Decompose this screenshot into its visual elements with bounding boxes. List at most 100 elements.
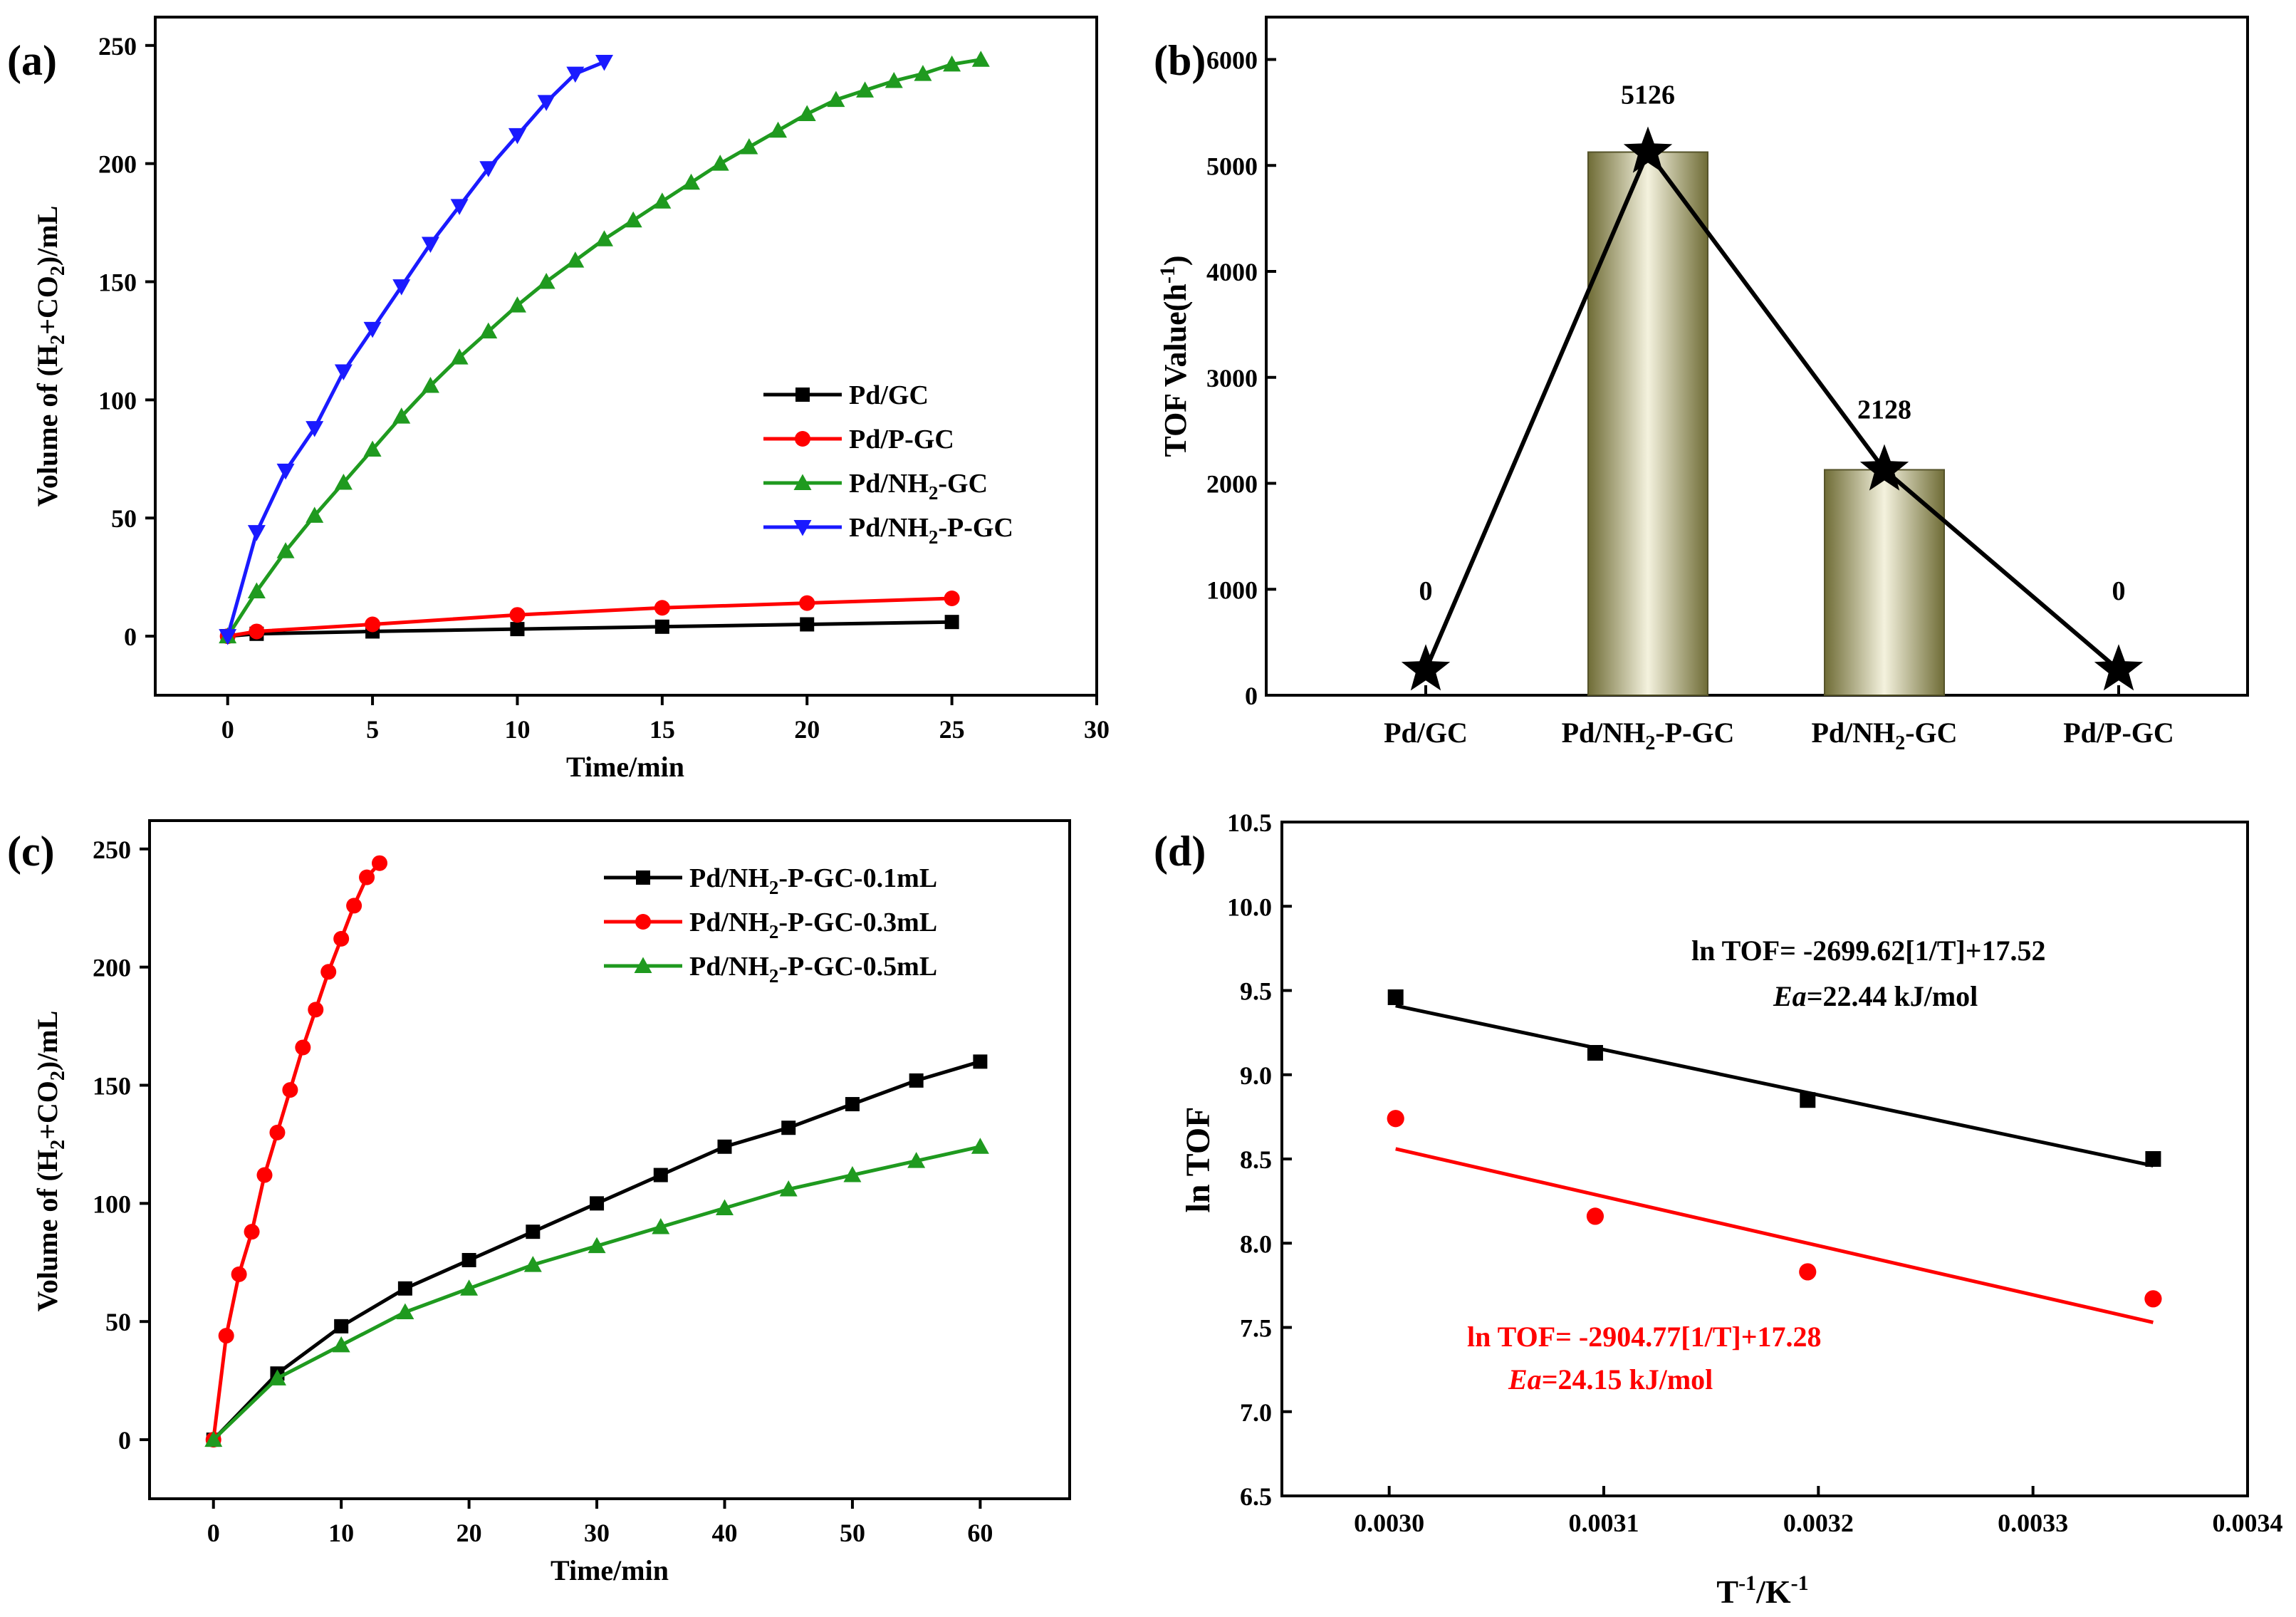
data-point-Pd/NH2-P-GC-0.5mL	[907, 1152, 926, 1168]
data-point-Pd/NH2-GC	[566, 251, 585, 268]
legend-label-Pd/NH2-P-GC-0.1mL-sub: 2	[769, 877, 779, 898]
data-point-Pd/NH2-P-GC-0.1mL	[397, 1281, 412, 1296]
bar-Pd/NH2-P-GC	[1587, 151, 1708, 696]
data-point-Pd/NH2-GC	[247, 582, 266, 599]
data-point-Pd/NH2-GC	[885, 72, 903, 88]
legend-label-Pd/NH2-GC: Pd/NH2-GC	[849, 469, 988, 504]
data-point-Pd/NH2-GC	[363, 440, 382, 457]
panel-c-label: (c)	[7, 828, 55, 875]
data-point-Pd/NH2-P-GC-0.3mL	[333, 930, 350, 947]
data-point-Pd/NH2-P-GC-0.5mL	[843, 1166, 862, 1182]
data-point-Pd/P-GC	[654, 600, 670, 616]
x-tick-label-suffix: -GC	[1905, 717, 1957, 749]
y-tick-label: 3000	[1206, 364, 1258, 392]
y-tick-label: 0	[1245, 682, 1258, 710]
ea-value-black: =22.44 kJ/mol	[1807, 980, 1978, 1012]
legend-label-Pd/P-GC: Pd/P-GC	[849, 425, 954, 454]
data-point-Pd/GC	[510, 622, 525, 637]
data-point-Pd/NH2-P-GC-0.1mL	[590, 1196, 605, 1211]
data-point-Pd/NH2-P-GC	[247, 525, 266, 541]
x-tick-label-sub: 2	[1645, 732, 1655, 754]
panel-a-y-axis: 0 50 100 150 200 250	[98, 32, 155, 651]
data-point-Pd/NH2-GC	[306, 506, 324, 523]
y-tick-label: 10.5	[1227, 808, 1272, 837]
ea-symbol-red: Ea	[1508, 1363, 1542, 1395]
x-tick-label-sub: 2	[1895, 732, 1905, 754]
panel-a-legend: Pd/GC Pd/P-GC Pd/NH2-GC Pd/NH2-P-GC	[763, 380, 1013, 548]
data-point-Pd/NH2-P-GC-0.3mL	[231, 1266, 247, 1282]
data-point-Pd/NH2-P-GC-0.3mL	[282, 1082, 298, 1098]
panel-c-y-axis-title: Volume of (H2+CO2)/mL	[31, 1011, 69, 1312]
data-label-Pd/GC: 0	[1419, 576, 1433, 606]
fit-line-fit2	[1395, 1147, 2154, 1324]
x-tick-label: 20	[794, 715, 820, 744]
x-tick-label: 40	[712, 1519, 738, 1547]
data-point-Pd/NH2-P-GC-0.3mL	[359, 869, 375, 885]
panel-a-label: (a)	[7, 37, 57, 84]
data-point-Pd/NH2-GC	[479, 322, 498, 339]
data-point-Pd/NH2-P-GC	[392, 279, 411, 296]
panel-a-plot-area	[219, 51, 990, 645]
data-point-Pd/NH2-P-GC-0.5mL	[971, 1138, 989, 1154]
legend-label-Pd/NH2-P-GC-0.3mL-suffix: -P-GC-0.3mL	[778, 908, 937, 937]
x-tick-label: 30	[584, 1519, 610, 1547]
star-marker-Pd/P-GC	[2094, 644, 2144, 691]
series-line-Pd/NH2-GC	[226, 58, 981, 638]
x-tick-label: 30	[1084, 715, 1110, 744]
x-tick-label: Pd/P-GC	[2063, 717, 2174, 749]
star-marker-Pd/GC	[1401, 644, 1451, 691]
legend-label-Pd/NH2-P-GC-0.1mL-suffix: -P-GC-0.1mL	[778, 863, 937, 893]
legend-marker-Pd/NH2-P-GC-0.3mL	[635, 914, 651, 930]
x-tick-label: 25	[939, 715, 965, 744]
panel-d-y-axis-title: ln TOF	[1179, 1107, 1217, 1213]
y-tick-label: 200	[98, 150, 137, 179]
x-tick-label: 0	[207, 1519, 220, 1547]
data-point-Pd/NH2-GC	[595, 230, 613, 246]
panel-a-x-axis-title: Time/min	[566, 751, 684, 783]
data-point-Pd/GC	[800, 617, 815, 632]
panel-c-legend: Pd/NH2-P-GC-0.1mL Pd/NH2-P-GC-0.3mL Pd/NH2…	[604, 863, 937, 987]
data-point-Pd/NH2-GC	[740, 137, 758, 155]
x-tick-label: 15	[649, 715, 675, 744]
data-point-Pd/GC	[944, 615, 959, 630]
legend-label-Pd/NH2-P-GC-0.5mL: Pd/NH2-P-GC-0.5mL	[689, 952, 937, 987]
panel-c-plot-area	[204, 855, 989, 1448]
data-point-Pd/NH2-P-GC-0.3mL	[244, 1224, 260, 1240]
data-point-Pd/NH2-P-GC-0.3mL	[320, 964, 337, 980]
data-point-Pd/NH2-GC	[943, 55, 961, 72]
x-tick-label: 0.0033	[1998, 1509, 2068, 1537]
data-point-Pd/NH2-GC	[914, 65, 932, 81]
legend-marker-Pd/GC	[795, 388, 810, 402]
legend-label-Pd/NH2-P-GC-sub: 2	[929, 526, 939, 548]
y-tick-label: 9.0	[1240, 1061, 1272, 1090]
data-point-Pd/NH2-GC	[711, 155, 729, 171]
y-tick-label: 50	[111, 504, 137, 533]
data-point-Pd/NH2-P-GC-0.3mL	[372, 855, 387, 871]
data-point-Pd/NH2-GC	[334, 473, 353, 490]
x-tick-label-suffix: -P-GC	[1655, 717, 1734, 749]
data-point-Pd/NH2-P-GC	[334, 364, 353, 381]
panel-b-frame	[1265, 16, 2249, 697]
data-point-fit1	[1800, 1092, 1816, 1108]
data-point-fit1	[1387, 989, 1404, 1005]
y-tick-label: 7.5	[1240, 1314, 1272, 1343]
x-tick-label: 10	[328, 1519, 354, 1547]
x-tick-label: Pd/NH2-P-GC	[1562, 717, 1735, 754]
panel-d-x-axis: 0.0030 0.0031 0.0032 0.0033 0.0034	[1354, 1486, 2283, 1537]
panel-b: (b) 0 1000 2000 3000 4000 5000 6000 Pd/GC Pd/NH…	[1154, 16, 2249, 754]
data-point-Pd/NH2-GC	[682, 173, 701, 190]
data-point-Pd/NH2-P-GC-0.5mL	[779, 1180, 798, 1197]
data-point-Pd/NH2-P-GC-0.1mL	[653, 1168, 668, 1182]
data-point-fit2	[1387, 1110, 1404, 1128]
y-tick-label: 7.0	[1240, 1398, 1272, 1427]
legend-marker-Pd/NH2-P-GC-0.5mL	[634, 957, 652, 973]
x-tick-label: 0.0030	[1354, 1509, 1424, 1537]
data-point-fit2	[2144, 1290, 2162, 1308]
data-point-Pd/NH2-P-GC-0.5mL	[460, 1279, 479, 1296]
x-tick-label: Pd/NH2-GC	[1811, 717, 1957, 754]
y-tick-label: 1000	[1206, 576, 1258, 604]
legend-label-Pd/NH2-GC-sub: 2	[929, 482, 939, 504]
legend-label-Pd/NH2-P-GC-0.5mL-suffix: -P-GC-0.5mL	[778, 952, 937, 982]
data-point-Pd/NH2-GC	[769, 121, 788, 138]
x-tick-label: Pd/GC	[1384, 717, 1468, 749]
